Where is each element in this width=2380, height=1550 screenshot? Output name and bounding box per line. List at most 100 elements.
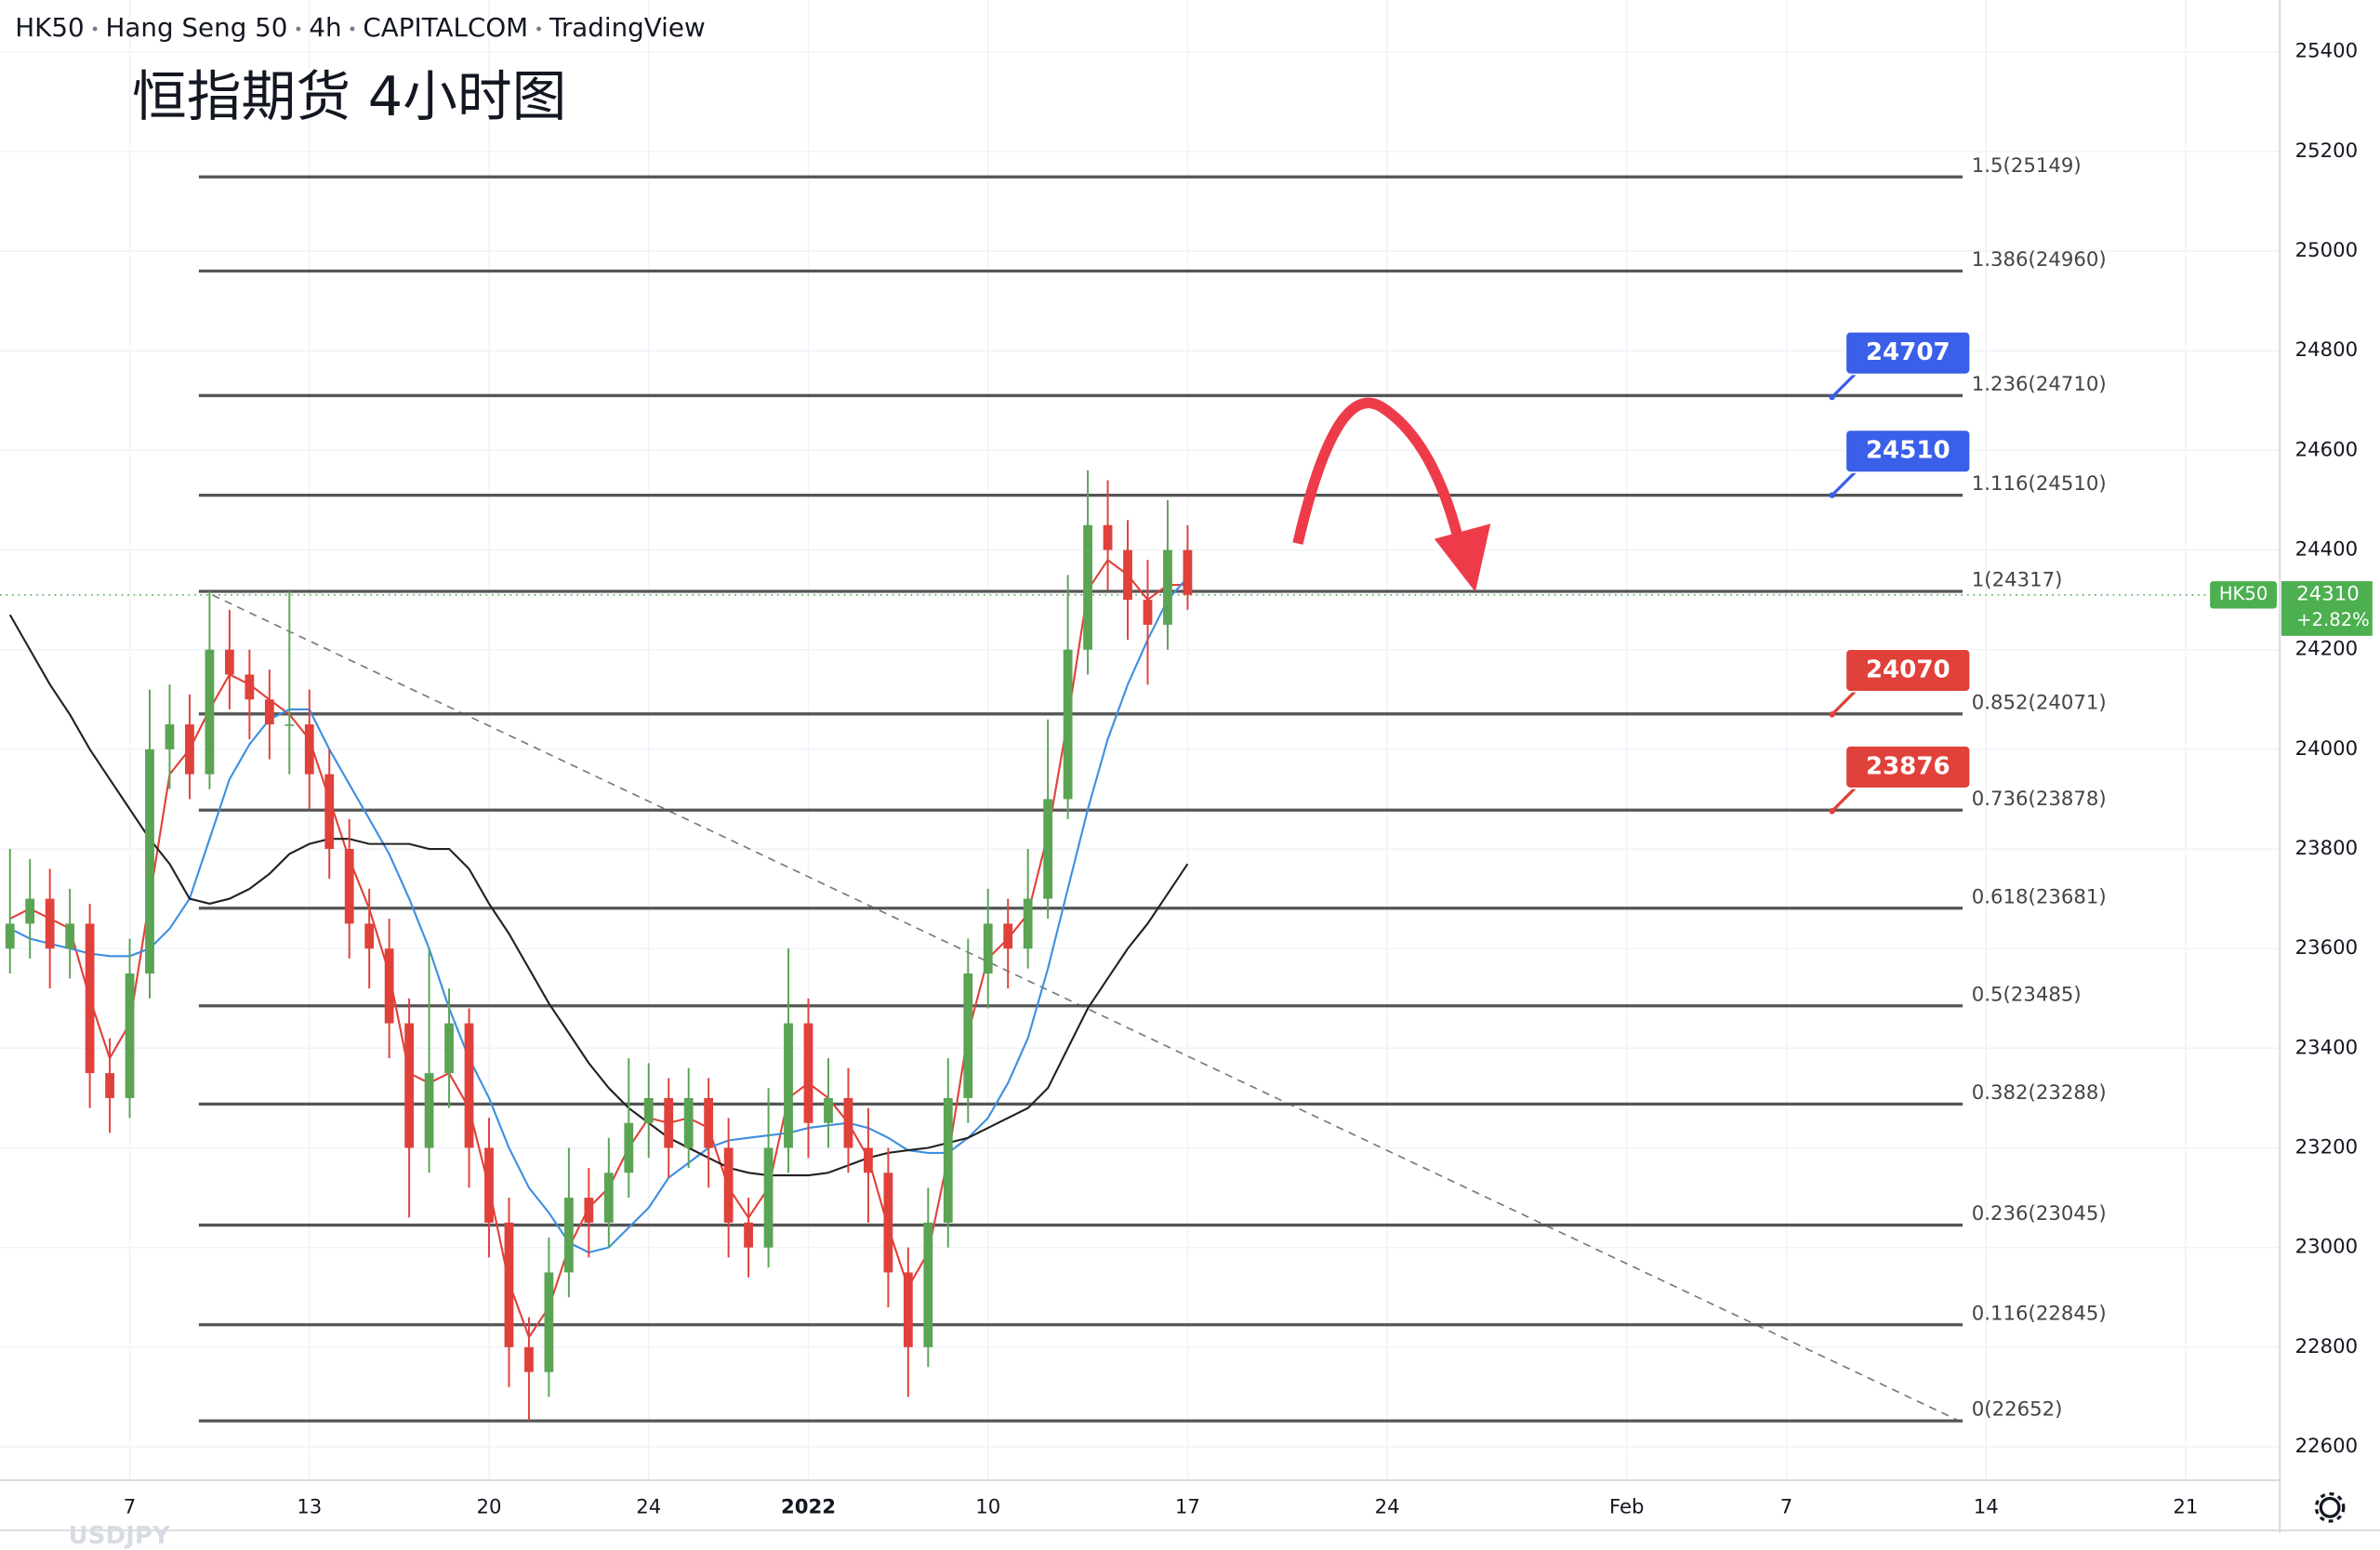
header-item: 4h [309,12,341,43]
candle-body [963,973,973,1098]
candle-body [105,1073,114,1098]
candle-body [943,1097,953,1223]
last-price-change: +2.82% [2296,609,2370,630]
candle-body [903,1272,913,1347]
candle-body [784,1023,793,1148]
y-tick-label: 22800 [2295,1335,2359,1358]
price-tag [1844,648,1971,693]
candle-body [364,923,375,949]
price-tag-label: 23876 [1866,752,1950,780]
header-item: CAPITALCOM [363,12,528,43]
x-tick-label: 10 [975,1495,1000,1518]
x-tick-label: 17 [1175,1495,1200,1518]
candle-body [824,1097,833,1123]
candle-body [284,724,295,726]
fib-label: 1.5(25149) [1972,154,2082,178]
candle-body [763,1147,774,1248]
fib-label: 1.116(24510) [1972,472,2107,496]
candle-body [444,1023,454,1074]
fib-label: 1(24317) [1972,569,2063,592]
x-tick-label: 14 [1974,1495,1999,1518]
candle-body [983,923,993,974]
y-tick-label: 25400 [2295,40,2359,63]
separator [92,26,98,32]
gear[interactable] [2319,1496,2341,1518]
y-tick-label: 24600 [2295,438,2359,461]
y-tick-label: 25000 [2295,239,2359,262]
price-tag-label: 24070 [1866,656,1950,684]
y-tick-label: 23000 [2295,1236,2359,1259]
chart-subtitle: 恒指期货 4小时图 [132,64,566,128]
x-tick-label: Feb [1609,1495,1645,1518]
candle-body [1183,550,1193,595]
header-item: HK50 [15,12,84,43]
fib-label: 0(22652) [1972,1398,2063,1422]
candle-body [264,699,274,725]
candle-body [145,749,154,974]
separator [296,26,301,32]
symbol-tag [2210,581,2277,609]
price-tag [1844,745,1971,789]
moving-average [9,576,1189,1254]
y-tick-label: 24200 [2295,638,2359,661]
candle-body [643,1097,654,1123]
candle-body [504,1222,514,1347]
watermark: USDJPY [68,1522,171,1550]
candle-body [624,1122,634,1173]
x-tick-label: 24 [1375,1495,1400,1518]
fib-label: 1.236(24710) [1972,373,2107,396]
candle-body [1123,550,1132,601]
candle-body [225,649,234,675]
candle-body [1083,524,1092,650]
candle-body [245,674,255,700]
candle-body [683,1097,694,1148]
last-price-label: 24310 [2296,583,2360,606]
y-tick-label: 24000 [2295,737,2359,761]
candle-body [1143,600,1153,625]
candle-body [25,898,35,924]
candle-body [1003,923,1013,949]
x-tick-label: 13 [297,1495,322,1518]
candle-body [1023,898,1033,949]
candle-body [324,774,335,850]
fib-label: 0.236(23045) [1972,1202,2107,1225]
fib-label: 0.382(23288) [1972,1081,2107,1105]
y-tick-label: 22600 [2295,1435,2359,1458]
candle-body [185,724,194,775]
y-tick-label: 23600 [2295,936,2359,960]
tag-point [1829,808,1835,815]
fib-label: 0.736(23878) [1972,788,2107,811]
separator [350,26,355,32]
arrow-head [1434,523,1491,592]
x-tick-label: 7 [124,1495,137,1518]
fib-label: 1.386(24960) [1972,248,2107,272]
candle-body [1043,799,1053,899]
header-item: TradingView [549,12,706,43]
candle-body [1063,649,1073,800]
symbol-label: HK50 [2219,583,2268,604]
candle-body [524,1346,534,1372]
fib-label: 0.852(24071) [1972,691,2107,714]
price-tag [1844,429,1971,473]
candle-body [304,724,314,775]
tag-point [1829,711,1835,718]
fib-label: 0.116(22845) [1972,1302,2107,1325]
candle-body [1103,524,1113,550]
grid [0,0,2281,1480]
candle-body [603,1172,614,1223]
gear-teeth[interactable] [2314,1491,2346,1523]
header-item: Hang Seng 50 [106,12,288,43]
candle-body [205,649,215,775]
candle-body [1163,550,1172,625]
x-tick-label: 7 [1780,1495,1793,1518]
candle-body [544,1272,554,1372]
separator [536,26,542,32]
settings-icon[interactable] [2314,1491,2346,1523]
candle-body [864,1147,873,1173]
candle-body [5,923,15,949]
y-tick-label: 24800 [2295,338,2359,362]
candle-body [125,973,135,1098]
x-tick-label: 24 [636,1495,661,1518]
